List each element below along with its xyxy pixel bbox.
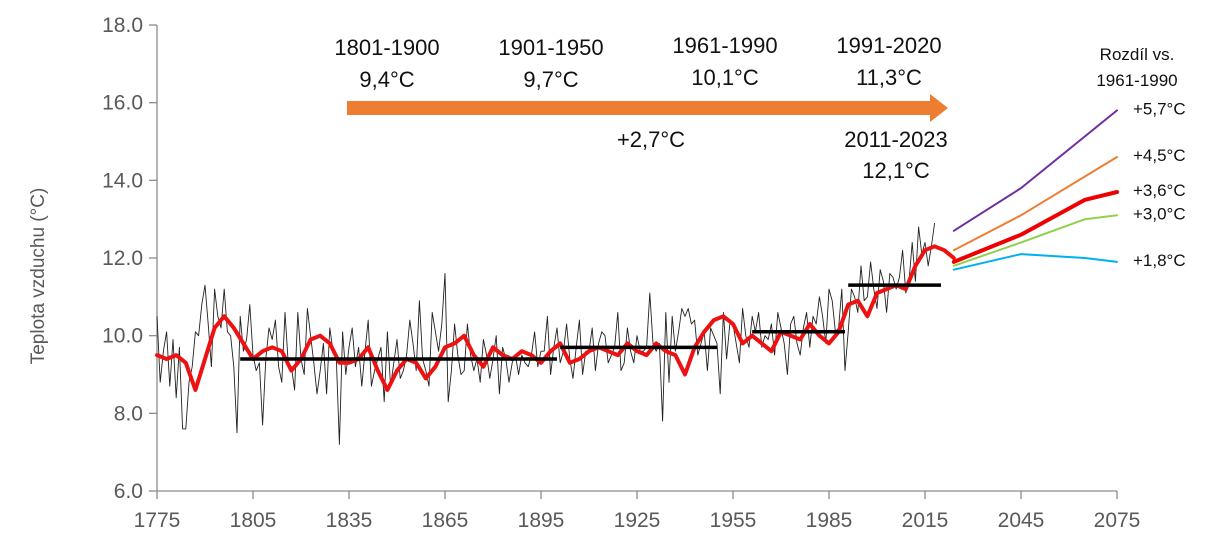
y-tick-label: 12.0 (102, 247, 143, 270)
projection-line (952, 214, 1118, 267)
y-tick-label: 6.0 (114, 480, 143, 503)
x-tick-label: 2075 (1094, 509, 1141, 532)
y-tick-label: 14.0 (102, 169, 143, 192)
period-label-1801-1900: 1801-1900 (334, 35, 439, 60)
projections: +5,7°C +4,5°C +3,6°C +3,0°C +1,8°C (951, 99, 1186, 271)
x-tick-label: 1805 (230, 509, 277, 532)
y-tick-label: 10.0 (102, 325, 143, 348)
period-label-1901-1950: 1901-1950 (498, 35, 603, 60)
x-tick-label: 1775 (134, 509, 181, 532)
projection-header-line1: Rozdíl vs. (1100, 45, 1175, 64)
recent-period-temp: 12,1°C (862, 158, 930, 183)
x-tick-label: 1925 (614, 509, 661, 532)
x-tick-label: 2045 (998, 509, 1045, 532)
projection-label: +1,8°C (1133, 251, 1186, 270)
arrow-label: +2,7°C (617, 127, 685, 152)
period-temp-1801-1900: 9,4°C (359, 67, 414, 92)
annual-temperature-line (156, 222, 936, 445)
x-tick-label: 1835 (326, 509, 373, 532)
projection-label: +5,7°C (1133, 99, 1186, 118)
period-label-1961-1990: 1961-1990 (672, 33, 777, 58)
annotations: 1801-1900 9,4°C 1901-1950 9,7°C 1961-199… (334, 33, 1177, 183)
x-tick-label: 1895 (518, 509, 565, 532)
axes: 6.0 8.0 10.0 12.0 14.0 16.0 18.0 1775 1805 1835 18… (28, 14, 1140, 532)
smoothed-series (155, 244, 956, 392)
y-tick-label: 8.0 (114, 402, 143, 425)
y-tick-label: 16.0 (102, 92, 143, 115)
projection-line (952, 253, 1118, 271)
projection-label: +3,0°C (1133, 204, 1186, 223)
projection-header-line2: 1961-1990 (1096, 71, 1177, 90)
period-temp-1901-1950: 9,7°C (523, 67, 578, 92)
trend-arrow (347, 94, 948, 122)
x-tick-label: 2015 (902, 509, 949, 532)
x-tick-label: 1865 (422, 509, 469, 532)
projection-line (952, 109, 1118, 232)
projection-label: +3,6°C (1133, 181, 1186, 200)
projection-label: +4,5°C (1133, 146, 1186, 165)
annual-series (156, 222, 936, 445)
period-means (240, 283, 941, 361)
period-label-1991-2020: 1991-2020 (836, 33, 941, 58)
projection-line (951, 190, 1119, 264)
projection-line (952, 156, 1118, 252)
y-axis-title: Teplota vzduchu (°C) (28, 188, 49, 365)
recent-period-label: 2011-2023 (844, 127, 948, 152)
period-temp-1961-1990: 10,1°C (691, 65, 759, 90)
smoothed-temperature-line (155, 244, 956, 392)
x-tick-label: 1955 (710, 509, 757, 532)
x-tick-label: 1985 (806, 509, 853, 532)
period-temp-1991-2020: 11,3°C (856, 65, 922, 90)
y-tick-label: 18.0 (102, 14, 143, 37)
